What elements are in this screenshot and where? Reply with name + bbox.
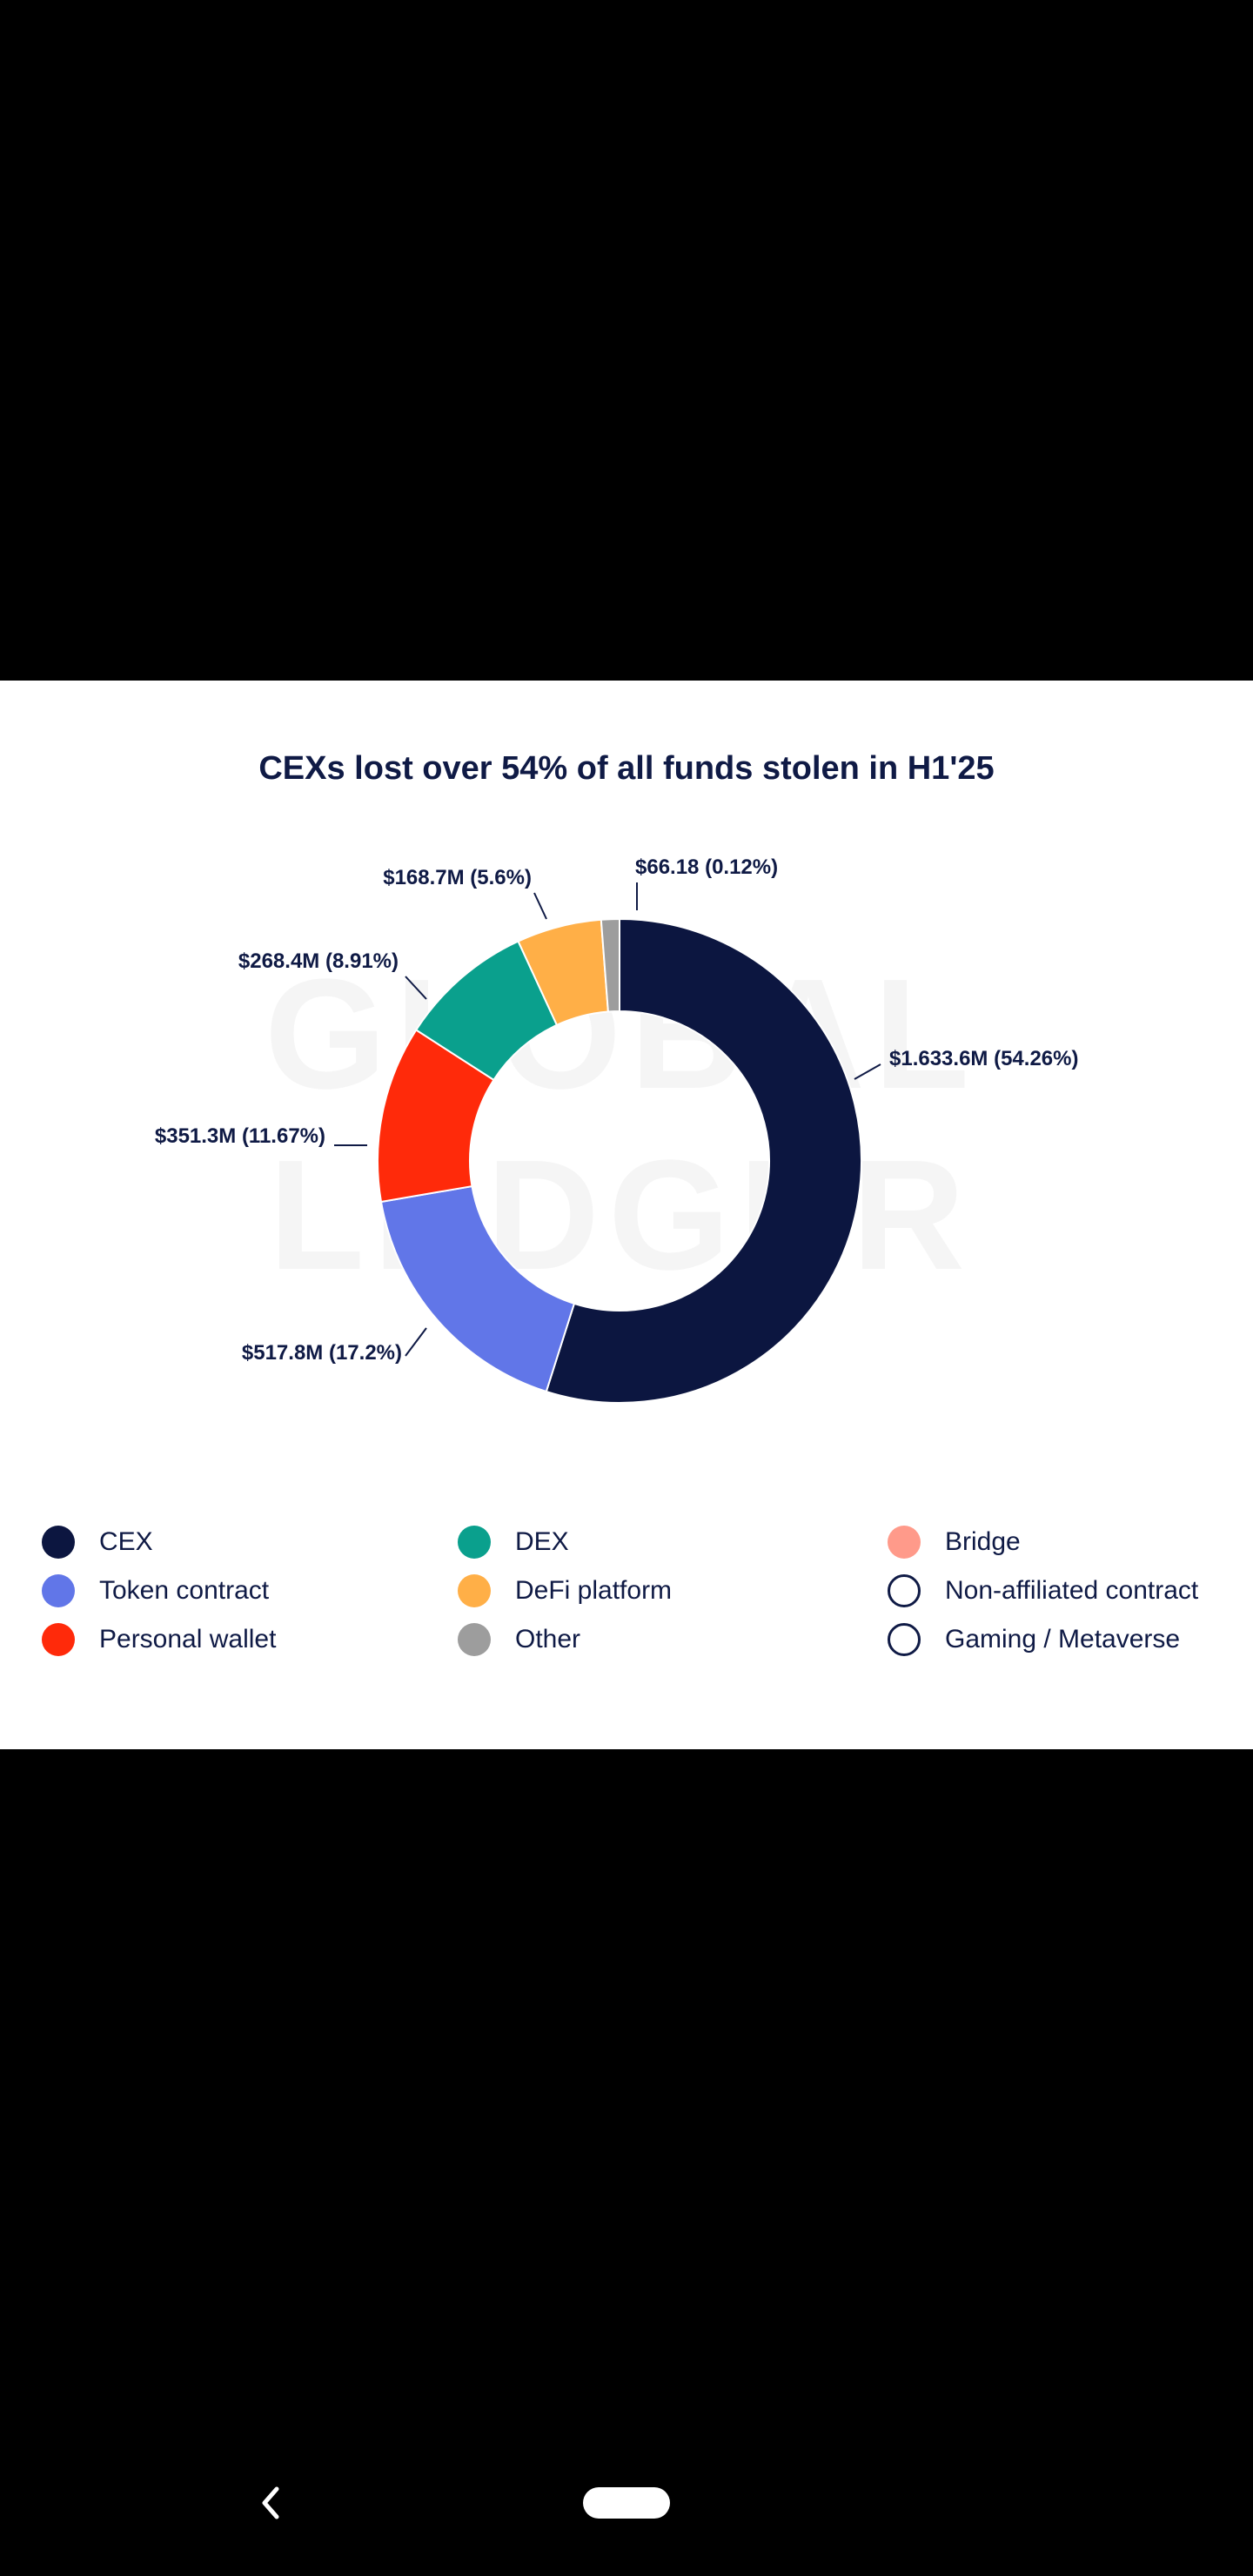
- data-label: $268.4M (8.91%): [238, 949, 399, 973]
- legend-swatch: [888, 1526, 921, 1559]
- legend-item-defi-platform: DeFi platform: [458, 1573, 672, 1608]
- legend-item-other: Other: [458, 1622, 580, 1657]
- leader-line: [405, 1327, 427, 1357]
- legend-label: Bridge: [945, 1527, 1021, 1556]
- legend-item-dex: DEX: [458, 1525, 569, 1560]
- legend-label: CEX: [99, 1527, 153, 1556]
- legend-label: Gaming / Metaverse: [945, 1625, 1181, 1654]
- legend-item-bridge: Bridge: [888, 1525, 1021, 1560]
- data-label: $517.8M (17.2%): [242, 1341, 402, 1365]
- legend-label: Token contract: [99, 1576, 270, 1605]
- legend-swatch: [458, 1574, 491, 1607]
- legend-item-cex: CEX: [42, 1525, 153, 1560]
- legend-swatch: [42, 1623, 75, 1656]
- legend-swatch: [42, 1526, 75, 1559]
- data-label: $351.3M (11.67%): [155, 1124, 325, 1148]
- data-label: $168.7M (5.6%): [383, 866, 532, 889]
- chevron-left-icon: [262, 2486, 279, 2519]
- legend-swatch: [888, 1574, 921, 1607]
- legend-swatch: [42, 1574, 75, 1607]
- chart-title: CEXs lost over 54% of all funds stolen i…: [258, 750, 995, 787]
- legend-swatch: [888, 1623, 921, 1656]
- legend-item-gaming-metaverse: Gaming / Metaverse: [888, 1622, 1180, 1657]
- chart-card: [0, 681, 1253, 1749]
- legend-label: Non-affiliated contract: [945, 1576, 1199, 1605]
- leader-line: [405, 976, 427, 1000]
- chart-legend: CEX Token contract Personal wallet DEX DeFi …: [0, 1525, 1253, 1681]
- back-button[interactable]: [254, 2482, 289, 2524]
- data-label: $66.18 (0.12%): [635, 855, 778, 879]
- legend-item-personal-wallet: Personal wallet: [42, 1622, 276, 1657]
- legend-label: DEX: [515, 1527, 569, 1556]
- leader-line: [533, 892, 547, 920]
- legend-swatch: [458, 1623, 491, 1656]
- donut-chart: GLOBAL LEDGER $1.633.6M (54.26%)$517.8M …: [155, 855, 1078, 1404]
- donut-slice-cex: [545, 917, 862, 1404]
- data-label: $1.633.6M (54.26%): [889, 1047, 1078, 1070]
- home-pill-button[interactable]: [583, 2487, 670, 2519]
- leader-line: [854, 1063, 881, 1080]
- legend-item-token-contract: Token contract: [42, 1573, 269, 1608]
- legend-label: Personal wallet: [99, 1625, 277, 1654]
- legend-item-non-affiliated-contract: Non-affiliated contract: [888, 1573, 1198, 1608]
- legend-label: DeFi platform: [515, 1576, 673, 1605]
- donut-slice-other: [600, 917, 620, 1013]
- legend-label: Other: [515, 1625, 581, 1654]
- watermark-line-2: LEDGER: [269, 1128, 974, 1303]
- legend-swatch: [458, 1526, 491, 1559]
